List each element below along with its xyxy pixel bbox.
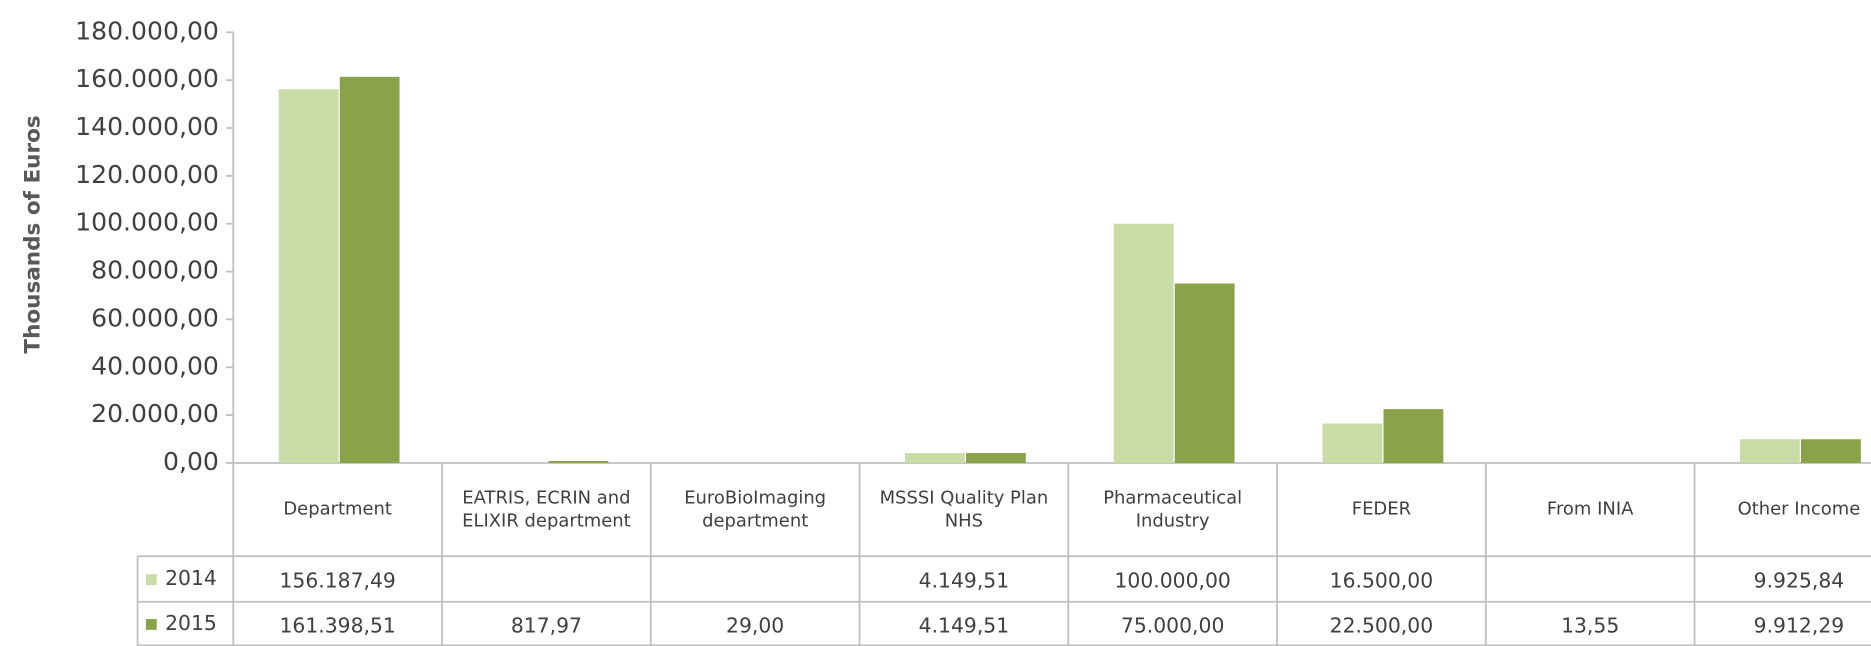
bar [904, 453, 965, 463]
y-axis-title: Thousands of Euros [20, 115, 45, 353]
x-tick-label: Other Income [1737, 497, 1861, 520]
data-label: 161.398,51 [279, 613, 395, 637]
data-label: 4.149,51 [919, 613, 1010, 637]
legend-label: 2015 [165, 611, 217, 635]
bar [1383, 409, 1444, 463]
bar [339, 76, 400, 463]
bar [548, 461, 609, 463]
bar [1174, 283, 1235, 463]
y-tick-label: 180.000,00 [75, 16, 219, 45]
x-tick-label: EATRIS, ECRIN and ELIXIR department [462, 486, 631, 532]
bar [1801, 439, 1861, 463]
category-cell: Department [283, 497, 392, 520]
y-tick-label: 100.000,00 [75, 208, 219, 237]
data-label: 16.500,00 [1330, 568, 1433, 592]
data-label: 22.500,00 [1330, 613, 1433, 637]
category-cell: Other Income [1737, 497, 1861, 520]
y-tick-label: 60.000,00 [91, 303, 219, 332]
legend-swatch [145, 574, 157, 585]
y-tick-label: 140.000,00 [75, 112, 219, 141]
bar [966, 453, 1026, 463]
x-tick-label: MSSSI Quality Plan NHS [879, 486, 1049, 532]
data-label: 13,55 [1561, 613, 1619, 637]
category-cell: Pharmaceutical Industry [1103, 486, 1243, 532]
legend-label: 2014 [165, 566, 217, 590]
data-label: 156.187,49 [279, 568, 395, 592]
y-tick-label: 20.000,00 [91, 399, 219, 428]
data-label: 4.149,51 [919, 568, 1010, 592]
category-cell: EuroBioImaging department [684, 486, 827, 532]
x-tick-label: Pharmaceutical Industry [1103, 486, 1243, 532]
x-tick-label: Department [283, 497, 392, 520]
bar [1740, 439, 1800, 463]
bar [278, 89, 339, 463]
data-label: 817,97 [511, 613, 582, 637]
y-tick-label: 80.000,00 [91, 256, 219, 285]
data-label: 9.925,84 [1754, 568, 1845, 592]
x-tick-label: From INIA [1546, 497, 1634, 520]
category-cell: MSSSI Quality Plan NHS [879, 486, 1049, 532]
category-cell: EATRIS, ECRIN and ELIXIR department [462, 486, 631, 532]
y-tick-label: 120.000,00 [75, 160, 219, 189]
x-tick-label: FEDER [1351, 497, 1412, 520]
category-cell: FEDER [1351, 497, 1412, 520]
legend-swatch [145, 619, 157, 630]
data-label: 100.000,00 [1114, 568, 1230, 592]
bar [1322, 423, 1383, 463]
y-tick-label: 0,00 [163, 447, 219, 476]
y-tick-label: 40.000,00 [91, 351, 219, 380]
category-cell: From INIA [1546, 497, 1634, 520]
data-label: 75.000,00 [1121, 613, 1224, 637]
data-label: 9.912,29 [1754, 613, 1845, 637]
bar [1113, 223, 1174, 463]
y-tick-label: 160.000,00 [75, 64, 219, 93]
x-tick-label: EuroBioImaging department [684, 486, 827, 532]
data-label: 29,00 [726, 613, 784, 637]
